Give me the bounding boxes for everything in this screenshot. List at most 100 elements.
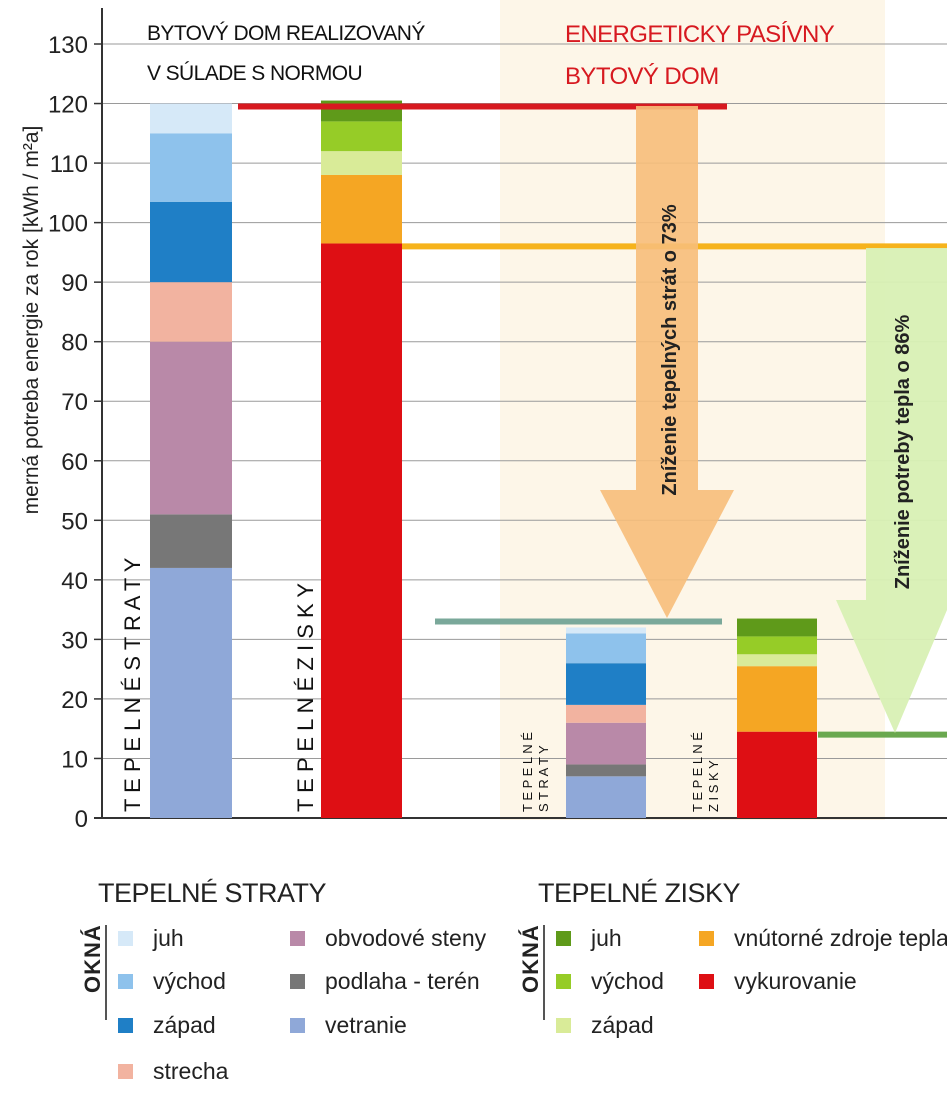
bar-segment [150, 341, 232, 515]
losses-legend-podlaha-teren: podlaha - terén [290, 968, 480, 995]
y-tick-label: 10 [61, 746, 88, 773]
norm-house-caption: BYTOVÝ DOM REALIZOVANÝ V SÚLADE S NORMOU [147, 22, 426, 85]
norm-house-caption-line2: V SÚLADE S NORMOU [147, 62, 362, 85]
swatch [556, 1018, 571, 1033]
bar-segment [566, 627, 646, 634]
y-tick-label: 110 [50, 151, 88, 178]
legend-label: obvodové steny [325, 925, 487, 951]
y-tick-label: 40 [61, 568, 88, 595]
swatch [118, 931, 133, 946]
bar-segment [566, 764, 646, 777]
bar-segment [737, 731, 817, 818]
swatch [290, 931, 305, 946]
bar-segment [150, 514, 232, 568]
bar-label: T E P E L N É Z I S K Y [293, 583, 318, 812]
losses-legend-strecha: strecha [118, 1058, 228, 1085]
bar-segment [737, 636, 817, 655]
loss-reduction-label: Zníženie tepelných strát o 73% [659, 204, 681, 495]
bars [150, 100, 817, 818]
bar-segment [150, 567, 232, 818]
passive-house-caption-line2: BYTOVÝ DOM [565, 63, 719, 90]
losses-okna-label: OKNÁ [80, 924, 105, 993]
y-tick-label: 0 [75, 806, 88, 833]
losses-okna-bracket [105, 925, 107, 1020]
loss-reduction-arrow [600, 106, 734, 618]
gains-okna-label: OKNÁ [518, 924, 543, 993]
swatch [118, 1064, 133, 1079]
legend-label: západ [153, 1012, 216, 1038]
y-tick-label: 20 [61, 687, 88, 714]
swatch [699, 931, 714, 946]
y-tick-label: 90 [61, 270, 88, 297]
gains-okna-bracket [543, 925, 545, 1020]
swatch [556, 974, 571, 989]
gains-legend-vnutorne-zdroje: vnútorné zdroje tepla [699, 925, 947, 952]
bar-label: S T R A T Y [536, 745, 551, 812]
y-tick-label: 120 [48, 92, 88, 119]
losses-legend-juh: juh [118, 925, 184, 952]
bar-segment [566, 663, 646, 705]
bar-segment [566, 633, 646, 664]
losses-legend-vychod: východ [118, 968, 226, 995]
swatch [699, 974, 714, 989]
bar-segment [150, 133, 232, 202]
swatch [556, 931, 571, 946]
heat-reduction-arrow [836, 248, 947, 733]
bar-segment [737, 654, 817, 667]
bar-segment [150, 282, 232, 342]
y-tick-label: 70 [61, 389, 88, 416]
bar-segment [321, 174, 402, 244]
bar-label: Z I S K Y [706, 760, 721, 812]
gains-legend-zapad: západ [556, 1012, 654, 1039]
bar-segment [566, 722, 646, 765]
y-tick-label: 130 [48, 32, 88, 59]
legend-label: strecha [153, 1058, 229, 1084]
norm-house-caption-line1: BYTOVÝ DOM REALIZOVANÝ [147, 22, 425, 45]
legend-label: západ [591, 1012, 654, 1038]
y-tick-label: 30 [61, 627, 88, 654]
legend-label: východ [591, 968, 664, 994]
losses-legend-title: TEPELNÉ STRATY [98, 878, 327, 908]
y-axis-label: merná potreba energie za rok [kWh / m²a] [20, 126, 43, 515]
legend-label: vnútorné zdroje tepla [734, 925, 947, 951]
losses-legend-obvodove-steny: obvodové steny [290, 925, 486, 952]
gains-legend-juh: juh [556, 925, 622, 952]
energy-chart: 0 10 20 30 40 50 60 70 80 90 100 110 120 130 merná po… [20, 0, 947, 833]
gains-legend-vychod: východ [556, 968, 664, 995]
swatch [118, 974, 133, 989]
passive-house-caption: ENERGETICKY PASÍVNY BYTOVÝ DOM [565, 21, 835, 90]
losses-legend-zapad: západ [118, 1012, 216, 1039]
y-tick-label: 60 [61, 449, 88, 476]
swatch [290, 1018, 305, 1033]
losses-legend-vetranie: vetranie [290, 1012, 407, 1039]
bar-label: T E P E L N É S T R A T Y [120, 557, 145, 812]
legend-label: vetranie [325, 1012, 407, 1038]
y-tick-label: 80 [61, 330, 88, 357]
heat-reduction-label: Zníženie potreby tepla o 86% [892, 315, 914, 590]
bar-segment [321, 121, 402, 152]
bar-segment [566, 776, 646, 818]
bar-segment [566, 704, 646, 723]
legend-label: východ [153, 968, 226, 994]
bar-segment [321, 151, 402, 175]
legend-label: juh [591, 925, 622, 951]
swatch [290, 974, 305, 989]
bar-segment [737, 666, 817, 732]
gridlines [102, 43, 947, 759]
bar-segment [150, 103, 232, 134]
reduction-arrows: Zníženie tepelných strát o 73% Zníženie … [600, 106, 947, 733]
y-tick-label: 50 [61, 508, 88, 535]
legend-label: podlaha - terén [325, 968, 480, 994]
gains-legend-title: TEPELNÉ ZISKY [538, 878, 741, 908]
bar-segment [321, 243, 402, 818]
bar-segment [150, 201, 232, 283]
swatch [118, 1018, 133, 1033]
legend-label: vykurovanie [734, 968, 857, 994]
legend-label: juh [153, 925, 184, 951]
y-tick-label: 100 [48, 211, 88, 238]
bar-label: T E P E L N É [520, 732, 535, 812]
bar-label: T E P E L N É [690, 732, 705, 812]
passive-house-caption-line1: ENERGETICKY PASÍVNY [565, 21, 835, 48]
bar-segment [737, 618, 817, 637]
